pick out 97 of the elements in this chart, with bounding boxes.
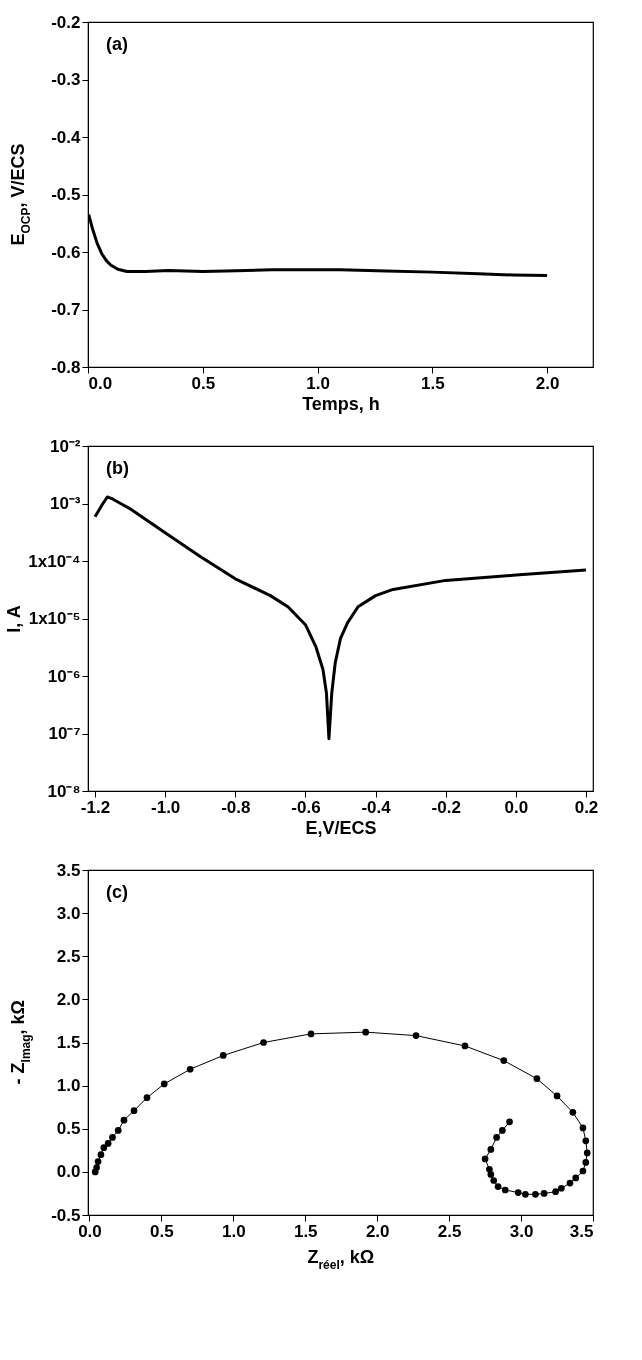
point xyxy=(486,1165,493,1173)
y-tick-label: -0.2 xyxy=(51,12,81,32)
point xyxy=(487,1146,495,1153)
y-axis-title: I, A xyxy=(4,605,25,633)
x-tick-label: -0.4 xyxy=(361,797,392,817)
y-tick-label: 10⁻⁸ xyxy=(47,781,81,801)
point xyxy=(109,1134,116,1141)
y-tick-label: -0.7 xyxy=(51,300,81,319)
line-series xyxy=(93,495,588,741)
point xyxy=(493,1134,500,1141)
y-tick-label: 10⁻³ xyxy=(49,494,81,513)
point xyxy=(500,1057,508,1064)
y-tick-label: 10⁻⁷ xyxy=(48,724,81,743)
point xyxy=(219,1052,227,1059)
x-tick-label: -1.0 xyxy=(151,797,181,817)
y-tick-label: 0.0 xyxy=(56,1162,81,1182)
y-tick-label: -0.8 xyxy=(51,357,81,377)
point xyxy=(540,1190,548,1197)
x-tick-label: 2.0 xyxy=(535,373,560,393)
annotation: (a) xyxy=(106,34,128,54)
x-tick-label: 2.5 xyxy=(437,1221,462,1241)
point xyxy=(94,1158,102,1165)
x-tick-label: -1.2 xyxy=(80,797,111,817)
y-tick-label: -0.3 xyxy=(51,70,81,89)
point xyxy=(569,1109,577,1116)
point xyxy=(412,1032,420,1039)
point xyxy=(532,1190,539,1198)
point xyxy=(362,1028,370,1036)
x-tick-label: -0.8 xyxy=(221,797,251,817)
y-tick-label: 1x10⁻⁴ xyxy=(28,551,81,571)
y-tick-label: -0.4 xyxy=(51,127,82,147)
x-tick-label: 0.2 xyxy=(574,797,599,817)
x-tick-label: 1.5 xyxy=(421,373,445,393)
x-tick-label: 0.0 xyxy=(78,1221,102,1241)
point xyxy=(461,1042,469,1050)
y-tick-label: 1.5 xyxy=(56,1033,81,1052)
point xyxy=(143,1094,151,1102)
point xyxy=(506,1118,513,1126)
x-tick-label: 3.5 xyxy=(569,1221,594,1241)
y-tick-label: 0.5 xyxy=(56,1119,81,1139)
y-tick-label: -0.5 xyxy=(51,1205,81,1225)
x-tick-label: 1.5 xyxy=(293,1221,318,1241)
point xyxy=(501,1186,509,1194)
point xyxy=(120,1116,128,1124)
point xyxy=(130,1107,138,1114)
y-tick-label: 2.5 xyxy=(56,946,81,966)
annotation: (b) xyxy=(106,458,129,478)
x-tick-label: 0.5 xyxy=(150,1221,174,1241)
x-axis-title: Temps, h xyxy=(302,393,380,414)
x-tick-label: -0.2 xyxy=(431,797,461,817)
point xyxy=(481,1155,489,1163)
point xyxy=(553,1092,561,1100)
x-tick-label: 3.0 xyxy=(509,1221,534,1241)
point xyxy=(572,1174,580,1182)
annotation: (c) xyxy=(106,882,128,902)
point xyxy=(566,1179,574,1187)
y-tick-label: 3.0 xyxy=(56,903,81,923)
point xyxy=(499,1127,506,1134)
x-tick-label: 0.5 xyxy=(191,373,216,393)
y-tick-label: 10⁻⁶ xyxy=(47,666,81,686)
point xyxy=(186,1065,194,1073)
y-tick-label: -0.6 xyxy=(51,242,81,262)
point xyxy=(583,1149,591,1157)
point xyxy=(494,1183,502,1190)
point xyxy=(582,1137,590,1145)
point xyxy=(522,1190,529,1198)
point xyxy=(160,1080,168,1088)
point xyxy=(579,1124,587,1132)
point xyxy=(552,1188,559,1196)
x-tick-label: 2.0 xyxy=(365,1221,390,1241)
point xyxy=(514,1189,522,1196)
point xyxy=(97,1151,105,1158)
y-tick-label: -0.5 xyxy=(51,185,81,204)
point xyxy=(93,1164,100,1171)
point xyxy=(260,1039,267,1046)
point xyxy=(579,1167,587,1175)
x-axis-title: E,V/ECS xyxy=(305,817,377,838)
point xyxy=(307,1030,315,1038)
y-tick-label: 1x10⁻⁵ xyxy=(28,609,81,628)
point xyxy=(100,1144,108,1152)
point xyxy=(582,1159,590,1166)
y-tick-label: 2.0 xyxy=(56,989,81,1009)
x-tick-label: 1.0 xyxy=(306,373,330,393)
point xyxy=(104,1140,112,1147)
x-tick-label: 0.0 xyxy=(88,373,113,393)
y-axis-title: - ZImag, kΩ xyxy=(8,999,33,1085)
x-tick-label: 0.0 xyxy=(504,797,529,817)
y-tick-label: 1.0 xyxy=(56,1076,81,1096)
y-tick-label: 10⁻² xyxy=(49,436,81,456)
point xyxy=(490,1177,498,1184)
point xyxy=(114,1127,122,1134)
y-axis-title: EOCP, V/ECS xyxy=(8,143,33,246)
x-tick-label: -0.6 xyxy=(291,797,321,817)
point xyxy=(557,1184,565,1192)
point xyxy=(533,1075,541,1083)
y-tick-label: 3.5 xyxy=(56,860,81,880)
x-tick-label: 1.0 xyxy=(221,1221,246,1241)
